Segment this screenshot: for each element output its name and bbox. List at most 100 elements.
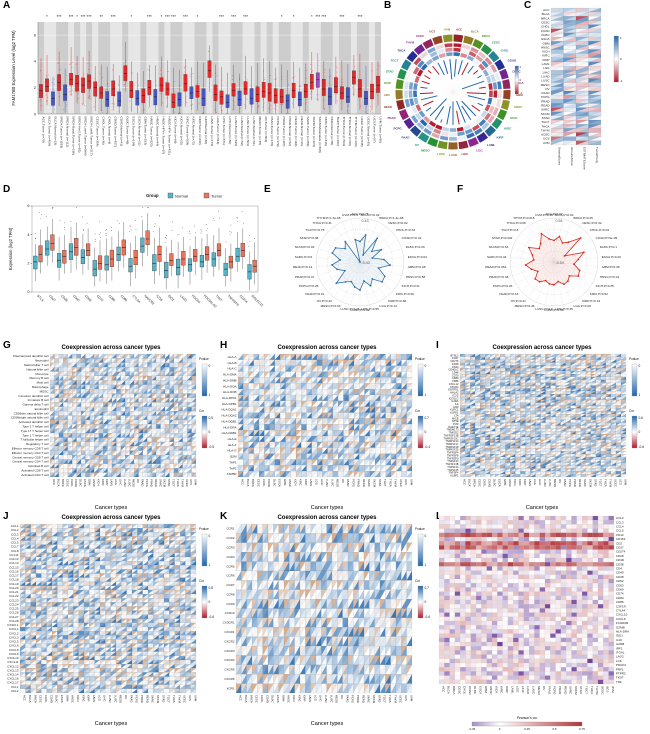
svg-text:6: 6 [27,204,29,208]
svg-text:Tumor: Tumor [211,193,223,198]
svg-text:0.43: 0.43 [362,219,369,223]
svg-text:CHOL;P=0.04: CHOL;P=0.04 [590,228,610,232]
svg-text:TIGIT: TIGIT [215,294,224,303]
svg-text:CD86: CD86 [119,294,128,303]
panel-A-pan-cancer-expression-boxplot: 0 2 4 6 ACC.Tumor (n=79) * BLCA.Tumor (n=408) B… [8,2,384,182]
svg-text:0: 0 [27,290,29,294]
svg-text:LIHC.Tumor (n=371): LIHC.Tumor (n=371) [222,117,226,145]
svg-text:PRAD;P=0.47: PRAD;P=0.47 [295,275,315,279]
svg-text:6: 6 [34,32,37,37]
svg-text:4: 4 [34,59,37,64]
svg-text:LAML: LAML [487,143,495,147]
svg-text:SKCM;P=0.64: SKCM;P=0.64 [489,245,509,249]
svg-text:LUSC.Tumor (n=501): LUSC.Tumor (n=501) [246,117,250,147]
svg-text:PAAD;P=0.01: PAAD;P=0.01 [305,292,324,296]
svg-text:CD40: CD40 [72,294,81,303]
svg-text:*: * [161,14,163,19]
svg-text:HAVCR2: HAVCR2 [143,294,155,306]
svg-text:LAML.Tumor (n=173): LAML.Tumor (n=173) [210,117,214,146]
svg-text:-1: -1 [520,91,523,95]
panel-B-circos-plot: ACCBLCABRCACESCCHOLCOADDLBCESCAGBMHNSCKI… [384,2,524,182]
panel-H-title: Coexpression across cancer types [277,345,377,351]
svg-text:KIRP;P=0.44: KIRP;P=0.44 [582,299,600,303]
svg-text:Normal: Normal [175,193,188,198]
svg-text:ACC;P=0.75: ACC;P=0.75 [351,212,369,216]
panel-label-I: I [436,340,439,351]
svg-text:KIRC: KIRC [504,127,512,131]
panel-H-x-axis-label: Cancer types [310,505,344,511]
svg-text:UCS.Tumor (n=57): UCS.Tumor (n=57) [372,117,376,143]
svg-text:KICH.Tumor (n=66): KICH.Tumor (n=66) [174,117,178,144]
svg-text:CHOL: CHOL [501,49,509,53]
svg-text:KICH: KICH [510,116,517,120]
svg-text:UVM: UVM [444,27,451,31]
svg-text:ESCA.Normal (n=11): ESCA.Normal (n=11) [138,117,142,146]
svg-text:4: 4 [27,233,29,237]
svg-text:**: ** [100,14,104,19]
svg-text:BRCA: BRCA [482,34,491,38]
panel-L-heatmap-canvas [436,514,648,734]
svg-text:ACC: ACC [456,27,463,31]
svg-text:OV;P=0.42: OV;P=0.42 [317,299,332,303]
svg-text:1: 1 [520,65,522,69]
svg-text:GBM: GBM [516,93,523,97]
panel-label-B: B [384,0,392,11]
svg-text:STAD: STAD [386,69,394,73]
svg-text:SKCM.Tumor (n=103): SKCM.Tumor (n=103) [312,117,316,147]
svg-text:-0.54: -0.54 [556,261,564,265]
svg-text:ACC;P=0.92: ACC;P=0.92 [545,212,563,216]
svg-text:0: 0 [520,78,522,82]
svg-text:UVM;P=0.48: UVM;P=0.48 [535,213,553,217]
svg-text:ESCA.Tumor (n=184): ESCA.Tumor (n=184) [132,117,136,147]
svg-text:UCS: UCS [429,30,435,34]
svg-text:KIRP.Normal (n=32): KIRP.Normal (n=32) [204,117,208,145]
panel-K-chemokine-receptor-coexpression: Coexpression across cancer types Cancer … [220,514,434,728]
svg-text:0: 0 [34,111,37,116]
svg-text:KIRC;P=0.06: KIRC;P=0.06 [396,292,414,296]
svg-text:***: *** [315,14,320,19]
svg-text:KICH.Normal (n=25): KICH.Normal (n=25) [180,117,184,145]
svg-text:SARC.Tumor (n=259): SARC.Tumor (n=259) [306,117,310,147]
svg-text:PRAD: PRAD [387,116,395,120]
svg-text:BRCA.Normal (n=112): BRCA.Normal (n=112) [65,117,69,148]
svg-text:*: * [130,14,132,19]
svg-text:KIRC;P=0.52: KIRC;P=0.52 [590,292,608,296]
svg-text:DLBC.Tumor (n=48): DLBC.Tumor (n=48) [126,117,130,145]
svg-text:KIRP.Tumor (n=290): KIRP.Tumor (n=290) [198,117,202,145]
svg-text:STAD.Tumor (n=415): STAD.Tumor (n=415) [324,117,328,146]
svg-text:ESCA;P=0.64: ESCA;P=0.64 [408,255,427,259]
svg-text:***: *** [219,14,224,19]
svg-text:OV.Tumor (n=303): OV.Tumor (n=303) [264,117,268,142]
svg-text:***: *** [147,14,152,19]
svg-text:LUAD.Normal (n=59): LUAD.Normal (n=59) [240,117,244,146]
panel-I-x-axis-label: Cancer types [525,505,559,511]
svg-text:GBM.Tumor (n=153): GBM.Tumor (n=153) [144,117,148,145]
svg-text:DLBC;P=0.26: DLBC;P=0.26 [406,245,425,249]
svg-text:CESC: CESC [492,41,501,45]
svg-text:UCEC: UCEC [416,34,425,38]
svg-text:LIHC.Normal (n=50): LIHC.Normal (n=50) [228,117,232,145]
svg-text:CHOL;P=0.33: CHOL;P=0.33 [396,228,416,232]
svg-text:*: * [46,14,48,19]
svg-text:LIHC;P=0.55: LIHC;P=0.55 [361,307,379,311]
svg-text:THCA.Normal (n=59): THCA.Normal (n=59) [348,117,352,146]
svg-text:UCEC.Tumor (n=545): UCEC.Tumor (n=545) [360,117,364,147]
panel-H-heatmap-canvas [220,352,434,503]
svg-text:*: * [311,14,313,19]
svg-text:*: * [197,14,199,19]
panel-J-x-axis-label: Cancer types [94,721,128,727]
panel-G-immune-cell-coexpression: Coexpression across cancer types Cancer … [4,344,218,512]
svg-text:PAAD: PAAD [402,136,410,140]
svg-text:CESC.Tumor (n=304): CESC.Tumor (n=304) [96,117,100,147]
svg-text:BLCA.Normal (n=19): BLCA.Normal (n=19) [53,117,57,146]
svg-text:IDO1: IDO1 [167,294,175,302]
svg-text:0: 0 [556,237,558,241]
svg-text:THCA.Tumor (n=501): THCA.Tumor (n=501) [342,117,346,147]
svg-text:BLCA;P=0.02: BLCA;P=0.02 [361,213,380,217]
svg-text:***: *** [171,14,176,19]
svg-text:BRCA-Basal.Tumor (n=190): BRCA-Basal.Tumor (n=190) [71,117,75,156]
svg-text:LGG.Tumor (n=516): LGG.Tumor (n=516) [216,117,220,145]
svg-text:*: * [76,14,78,19]
panel-C-correlation-heatmap [526,2,648,182]
svg-text:PRAD.Normal (n=52): PRAD.Normal (n=52) [288,117,292,146]
